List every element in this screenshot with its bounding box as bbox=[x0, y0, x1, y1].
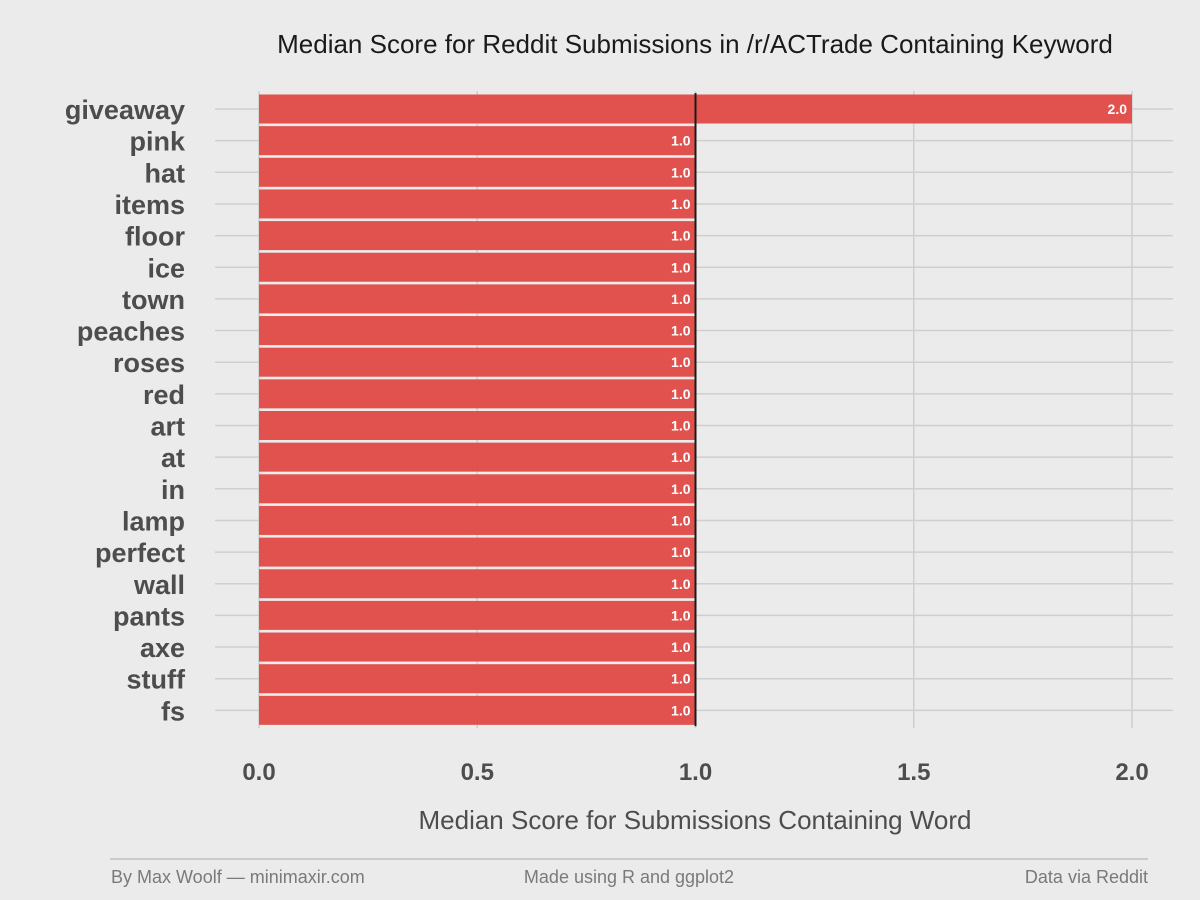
category-label: art bbox=[150, 412, 185, 442]
bar bbox=[259, 316, 696, 346]
x-tick-label: 1.5 bbox=[897, 759, 930, 786]
category-label: axe bbox=[140, 633, 185, 663]
footer-tools: Made using R and ggplot2 bbox=[524, 867, 734, 887]
bar bbox=[259, 505, 696, 535]
bar-value-label: 1.0 bbox=[671, 607, 691, 623]
bar bbox=[259, 632, 696, 662]
bar-value-label: 1.0 bbox=[671, 164, 691, 180]
bar bbox=[259, 537, 696, 567]
bar-value-label: 1.0 bbox=[671, 386, 691, 402]
category-label: floor bbox=[125, 222, 185, 252]
bar-value-label: 1.0 bbox=[671, 702, 691, 718]
bar bbox=[259, 157, 696, 187]
bar-value-label: 2.0 bbox=[1108, 101, 1128, 117]
category-label: fs bbox=[161, 696, 185, 726]
category-label: pants bbox=[113, 601, 185, 631]
bar-value-label: 1.0 bbox=[671, 228, 691, 244]
bars bbox=[259, 94, 1132, 725]
bar bbox=[259, 252, 696, 282]
bar-value-label: 1.0 bbox=[671, 259, 691, 275]
category-label: stuff bbox=[127, 665, 186, 695]
bar bbox=[259, 474, 696, 504]
x-tick-label: 0.0 bbox=[242, 759, 275, 786]
bar bbox=[259, 189, 696, 219]
bar bbox=[259, 126, 696, 156]
category-label: giveaway bbox=[65, 95, 185, 125]
bar-value-label: 1.0 bbox=[671, 481, 691, 497]
category-label: hat bbox=[145, 158, 186, 188]
bar bbox=[259, 221, 696, 251]
bar-value-label: 1.0 bbox=[671, 512, 691, 528]
bar-value-label: 1.0 bbox=[671, 323, 691, 339]
category-label: wall bbox=[133, 570, 185, 600]
category-label: roses bbox=[113, 348, 185, 378]
bar-value-label: 1.0 bbox=[671, 576, 691, 592]
bar-value-label: 1.0 bbox=[671, 196, 691, 212]
category-label: at bbox=[161, 443, 185, 473]
bar bbox=[259, 411, 696, 440]
bar-value-label: 1.0 bbox=[671, 544, 691, 560]
footer-author: By Max Woolf — minimaxir.com bbox=[111, 867, 365, 887]
bar-value-label: 1.0 bbox=[671, 291, 691, 307]
category-label: red bbox=[143, 380, 185, 410]
category-label: ice bbox=[147, 253, 185, 283]
x-tick-label: 0.5 bbox=[461, 759, 494, 786]
bar-value-label: 1.0 bbox=[671, 671, 691, 687]
bar bbox=[259, 569, 696, 599]
category-label: pink bbox=[129, 127, 185, 157]
bar-value-label: 1.0 bbox=[671, 133, 691, 149]
bar-value-label: 1.0 bbox=[671, 354, 691, 370]
bar-value-labels: 2.0 1.0 1.0 1.0 1.0 1.0 1.0 1.0 1.0 1.0 1.0 1.0 1.0 1… bbox=[671, 101, 1127, 718]
bar bbox=[259, 347, 696, 377]
bar bbox=[259, 664, 696, 694]
x-tick-labels: 0.0 0.5 1.0 1.5 2.0 bbox=[242, 759, 1148, 786]
category-labels: giveawaypinkhatitemsflooricetownpeachesr… bbox=[65, 95, 186, 726]
x-axis-title: Median Score for Submissions Containing … bbox=[418, 805, 971, 835]
category-label: in bbox=[161, 475, 185, 505]
category-label: lamp bbox=[122, 506, 185, 536]
category-label: peaches bbox=[77, 317, 185, 347]
category-label: town bbox=[122, 285, 185, 315]
bar-value-label: 1.0 bbox=[671, 418, 691, 434]
chart-title: Median Score for Reddit Submissions in /… bbox=[277, 29, 1113, 59]
bar-value-label: 1.0 bbox=[671, 639, 691, 655]
category-label: perfect bbox=[95, 538, 185, 568]
bar bbox=[259, 600, 696, 630]
footer-source: Data via Reddit bbox=[1025, 867, 1148, 887]
x-tick-label: 2.0 bbox=[1115, 759, 1148, 786]
bar bbox=[259, 379, 696, 409]
bar bbox=[259, 442, 696, 472]
bar-value-label: 1.0 bbox=[671, 449, 691, 465]
x-tick-label: 1.0 bbox=[679, 759, 712, 786]
bar bbox=[259, 284, 696, 314]
bar bbox=[259, 695, 696, 725]
category-label: items bbox=[114, 190, 185, 220]
